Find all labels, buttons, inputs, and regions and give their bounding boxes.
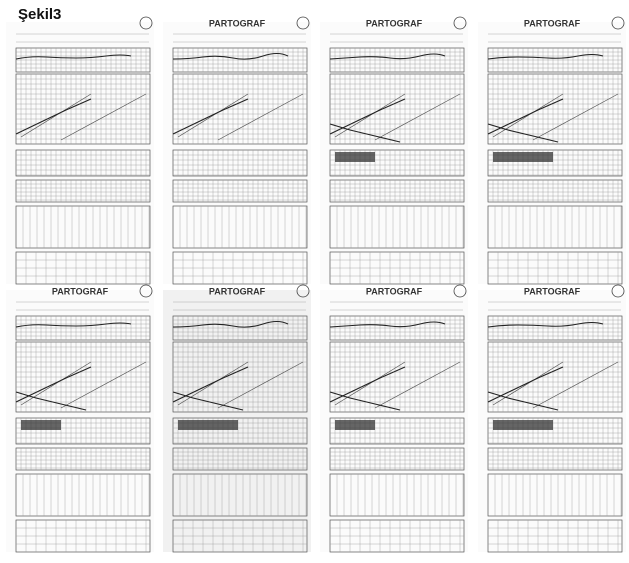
panel-title: PARTOGRAF [524, 18, 581, 28]
panels: PARTOGRAF PARTOGRAF PARTOGRAF PARTOGRAF PART… [6, 17, 626, 552]
partograph-panel: PARTOGRAF [163, 285, 311, 552]
panel-title: PARTOGRAF [524, 286, 581, 296]
contraction-shading [178, 420, 238, 430]
panel-bg [6, 22, 154, 284]
partograph-panel: PARTOGRAF [320, 17, 468, 284]
panel-bg [163, 22, 311, 284]
panel-title: PARTOGRAF [366, 18, 423, 28]
figure: Şekil3 PARTOGRAFPARTOGRAFPARTOGRAFPARTOG… [0, 0, 629, 563]
panel-title: PARTOGRAF [52, 286, 109, 296]
partograph-panel: PARTOGRAF [6, 285, 154, 552]
partograph-panel: PARTOGRAF [478, 17, 626, 284]
contraction-shading [493, 152, 553, 162]
contraction-shading [335, 152, 375, 162]
panel-title: PARTOGRAF [209, 286, 266, 296]
panel-title: PARTOGRAF [209, 18, 266, 28]
partograph-panel: PARTOGRAF [478, 285, 626, 552]
contraction-shading [493, 420, 553, 430]
partograph-panel: PARTOGRAF [320, 285, 468, 552]
figure-label: Şekil3 [18, 6, 61, 23]
contraction-shading [335, 420, 375, 430]
panel-title: PARTOGRAF [366, 286, 423, 296]
partograph-panel: PARTOGRAF [163, 17, 311, 284]
contraction-shading [21, 420, 61, 430]
partograph-panel [6, 17, 154, 284]
